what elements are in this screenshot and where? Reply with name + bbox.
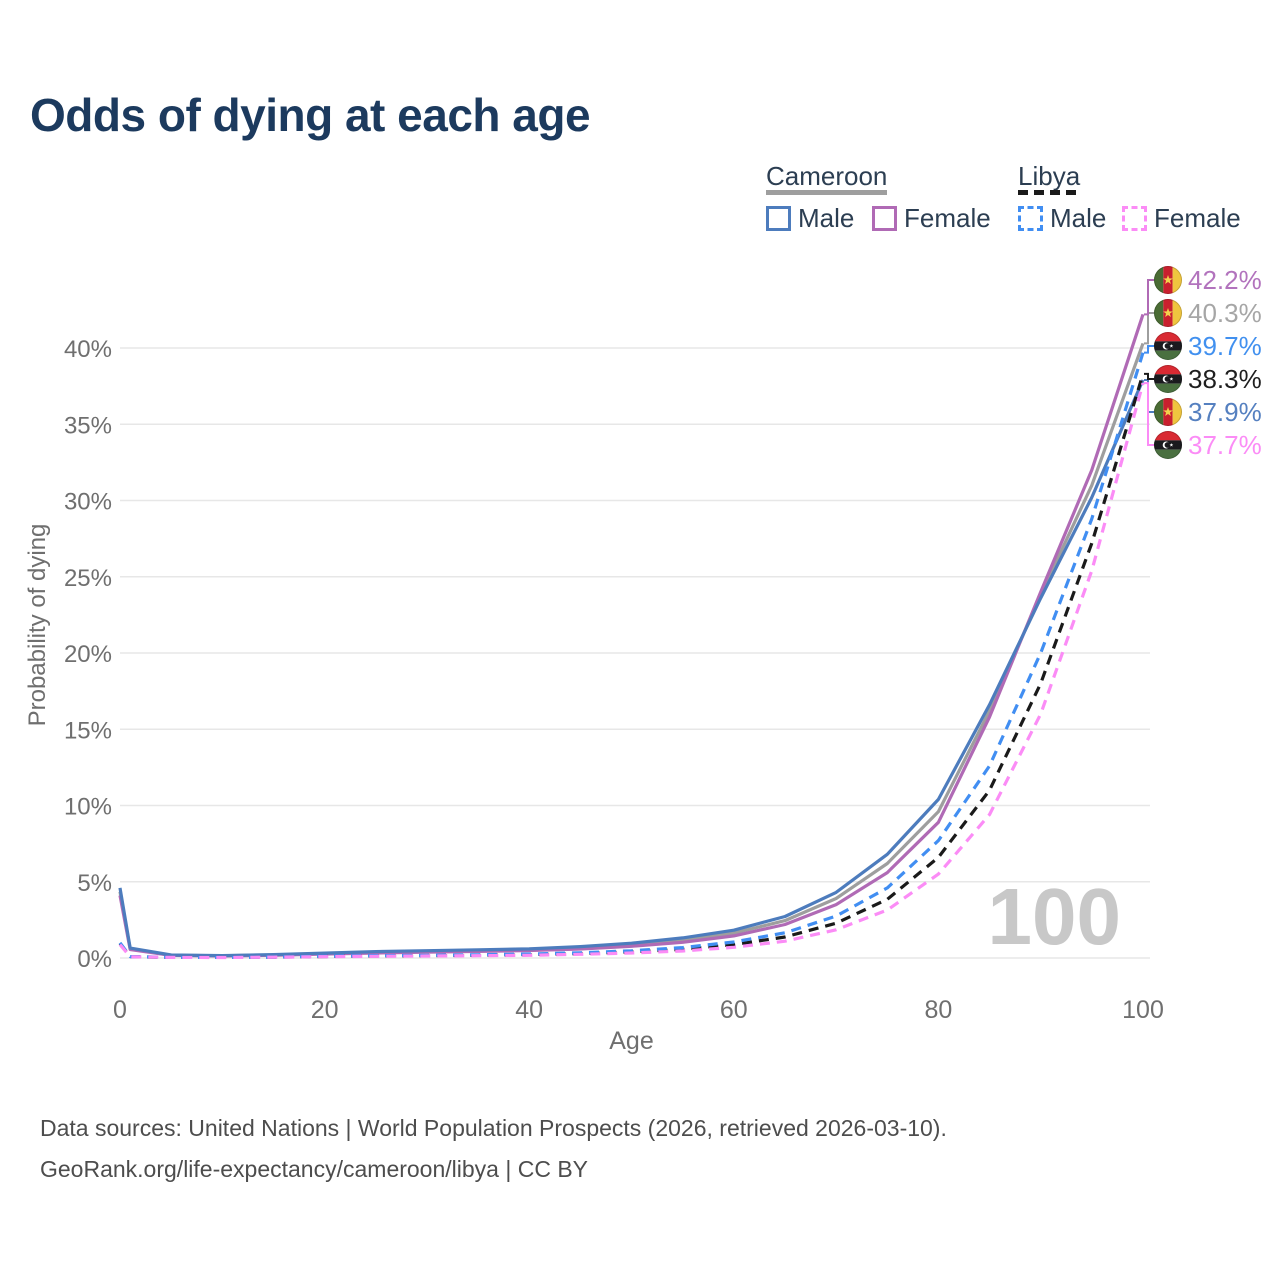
x-tick-label: 60 [720,996,748,1024]
end-label-connector [1144,279,1154,316]
footer-line-1: Data sources: United Nations | World Pop… [40,1115,947,1141]
libya-flag-border [1154,365,1182,393]
end-label-connector [1144,312,1154,345]
libya-flag-icon [1154,431,1182,459]
y-tick-label: 30% [64,489,112,516]
x-tick-label: 0 [113,996,127,1024]
cameroon-flag-icon [1154,266,1182,294]
legend-group-cameroon[interactable]: Cameroon [766,161,888,191]
legend-item-cameroon-male[interactable]: Male [766,203,854,234]
legend-group-libya[interactable]: Libya [1018,161,1081,191]
x-tick-label: 80 [924,996,952,1024]
x-tick-label: 20 [311,996,339,1024]
legend-cameroon-total-swatch [766,190,887,195]
libya-male-swatch-icon [1018,206,1043,231]
y-tick-label: 5% [77,870,112,897]
cameroon-flag-border [1154,398,1182,426]
legend-item-label: Female [1154,203,1241,233]
x-tick-label: 100 [1122,996,1164,1024]
libya-flag-border [1154,431,1182,459]
y-axis-title: Probability of dying [24,524,51,727]
y-tick-label: 20% [64,641,112,668]
y-tick-label: 15% [64,717,112,744]
series-line-libya-total[interactable] [118,373,1145,960]
end-label-connector [1144,345,1154,354]
libya-flag-icon [1154,365,1182,393]
cameroon-flag-icon [1154,299,1182,327]
cameroon-flag-border [1154,299,1182,327]
data-sources-note: Data sources: United Nations | World Pop… [40,1108,947,1190]
age-counter-watermark: 100 [988,872,1121,961]
cameroon-flag-border [1154,266,1182,294]
x-axis-title: Age [609,1027,653,1055]
series-line-cameroon-male[interactable] [118,379,1145,958]
end-label-connector [1144,382,1154,446]
footer-line-2: GeoRank.org/life-expectancy/cameroon/lib… [40,1156,589,1182]
cameroon-flag-icon [1154,398,1182,426]
libya-flag-icon [1154,332,1182,360]
legend-item-libya-male[interactable]: Male [1018,203,1106,234]
series-line-libya-male[interactable] [118,352,1145,960]
y-tick-label: 35% [64,412,112,439]
end-value-label-libya-total: 38.3% [1188,364,1262,394]
series-line-cameroon-total[interactable] [118,342,1145,958]
end-label-connector [1144,372,1154,380]
end-value-label-libya-female: 37.7% [1188,430,1262,460]
page-title: Odds of dying at each age [30,89,591,141]
end-value-label-cameroon-female: 42.2% [1188,265,1262,295]
y-tick-label: 0% [77,946,112,973]
legend-libya-total-swatch [1018,190,1076,195]
libya-flag-border [1154,332,1182,360]
end-value-label-cameroon-male: 37.9% [1188,397,1262,427]
y-tick-label: 25% [64,565,112,592]
y-tick-label: 40% [64,336,112,363]
cameroon-male-swatch-icon [766,206,791,231]
x-tick-label: 40 [515,996,543,1024]
end-value-label-libya-male: 39.7% [1188,331,1262,361]
end-value-label-cameroon-total: 40.3% [1188,298,1262,328]
y-tick-label: 10% [64,794,112,821]
legend-item-libya-female[interactable]: Female [1122,203,1241,234]
legend-item-label: Male [1050,203,1107,233]
libya-female-swatch-icon [1122,206,1147,231]
legend-item-cameroon-female[interactable]: Female [872,203,991,234]
cameroon-female-swatch-icon [872,206,897,231]
legend-item-label: Female [904,203,991,233]
legend-item-label: Male [798,203,855,233]
series-line-cameroon-female[interactable] [118,313,1145,958]
